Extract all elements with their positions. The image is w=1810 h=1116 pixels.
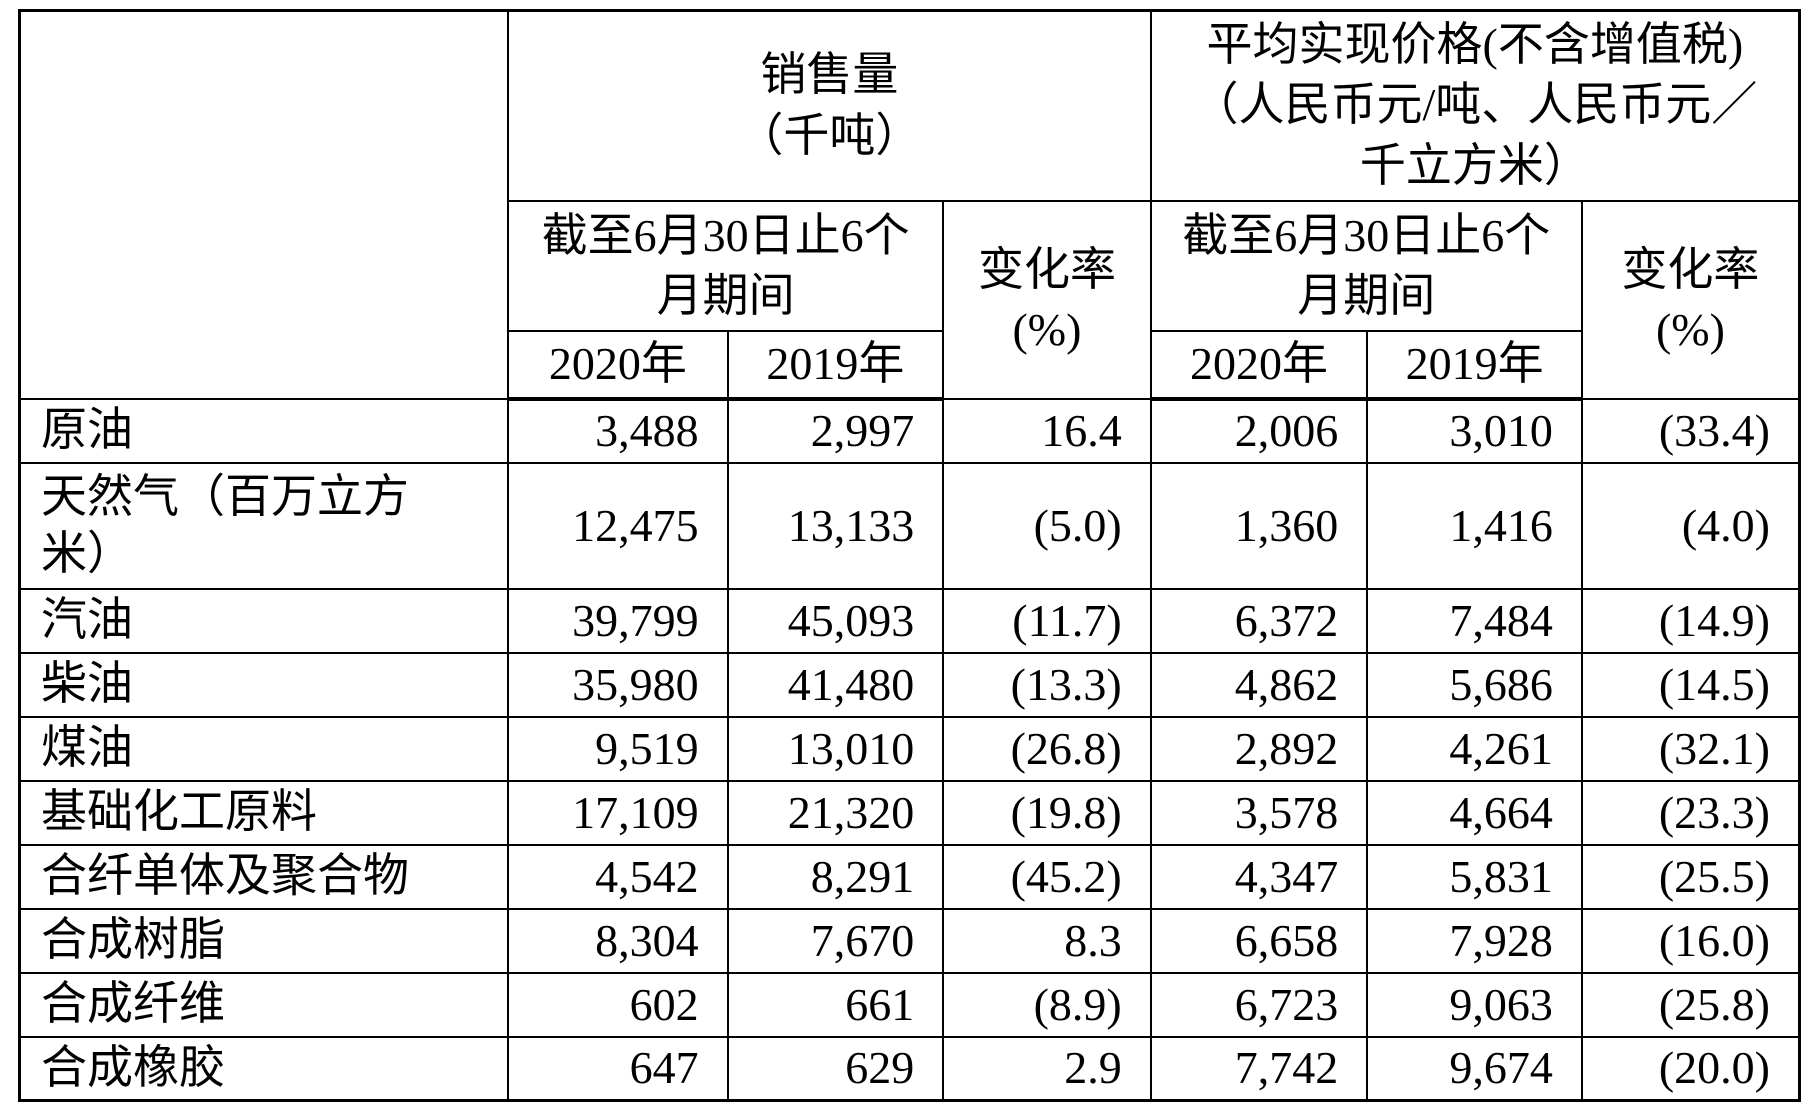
sales-volume-2019: 21,320	[726, 779, 945, 846]
table-row-synthetic-rubber: 合成橡胶 647 629 2.9 7,742 9,674 (20.0)	[18, 1035, 1801, 1102]
sales-change-rate: 16.4	[942, 397, 1152, 464]
price-change-rate: (16.0)	[1580, 907, 1801, 974]
sales-year-2019-header: 2019年	[726, 329, 945, 401]
avg-price-2020: 6,372	[1149, 587, 1369, 654]
avg-price-2020: 7,742	[1149, 1035, 1369, 1102]
sales-change-rate: 2.9	[942, 1035, 1152, 1102]
price-change-rate: (14.5)	[1580, 651, 1801, 718]
product-label: 原油	[18, 397, 510, 464]
table-row-monomer-polymer: 合纤单体及聚合物 4,542 8,291 (45.2) 4,347 5,831 …	[18, 843, 1801, 910]
avg-price-2019: 1,416	[1366, 461, 1583, 590]
sales-change-rate: (5.0)	[942, 461, 1152, 590]
product-label: 汽油	[18, 587, 510, 654]
product-label: 基础化工原料	[18, 779, 510, 846]
avg-price-group-header: 平均实现价格(不含增值税) （人民币元/吨、人民币元／ 千立方米）	[1149, 9, 1801, 202]
price-year-2019-header: 2019年	[1366, 329, 1583, 401]
sales-volume-2020: 17,109	[507, 779, 729, 846]
sales-change-rate: (8.9)	[942, 971, 1152, 1038]
sales-volume-2020: 602	[507, 971, 729, 1038]
product-label: 天然气（百万立方 米）	[18, 461, 510, 590]
product-label: 合成橡胶	[18, 1035, 510, 1102]
price-change-rate: (32.1)	[1580, 715, 1801, 782]
sales-volume-2019: 8,291	[726, 843, 945, 910]
price-change-rate: (20.0)	[1580, 1035, 1801, 1102]
sales-change-rate: 8.3	[942, 907, 1152, 974]
sales-change-rate: (11.7)	[942, 587, 1152, 654]
table-row-kerosene: 煤油 9,519 13,010 (26.8) 2,892 4,261 (32.1…	[18, 715, 1801, 782]
sales-change-rate: (45.2)	[942, 843, 1152, 910]
avg-price-2020: 3,578	[1149, 779, 1369, 846]
sales-volume-2019: 629	[726, 1035, 945, 1102]
sales-volume-2020: 8,304	[507, 907, 729, 974]
avg-price-2019: 9,674	[1366, 1035, 1583, 1102]
sales-volume-2019: 2,997	[726, 397, 945, 464]
sales-volume-2020: 9,519	[507, 715, 729, 782]
sales-volume-2019: 45,093	[726, 587, 945, 654]
price-change-rate: (25.5)	[1580, 843, 1801, 910]
avg-price-2020: 1,360	[1149, 461, 1369, 590]
price-change-rate: (4.0)	[1580, 461, 1801, 590]
sales-change-rate-header: 变化率 (%)	[942, 199, 1152, 400]
avg-price-2019: 4,261	[1366, 715, 1583, 782]
product-label: 煤油	[18, 715, 510, 782]
table-row-basic-chemical-feedstock: 基础化工原料 17,109 21,320 (19.8) 3,578 4,664 …	[18, 779, 1801, 846]
sales-and-price-table: 销售量 （千吨） 平均实现价格(不含增值税) （人民币元/吨、人民币元／ 千立方…	[18, 9, 1801, 1102]
sales-volume-2020: 35,980	[507, 651, 729, 718]
period-header-row: 截至6月30日止6个 月期间 变化率 (%) 截至6月30日止6个 月期间 变化…	[20, 199, 1801, 400]
price-change-rate: (25.8)	[1580, 971, 1801, 1038]
product-label: 柴油	[18, 651, 510, 718]
sales-period-header: 截至6月30日止6个 月期间	[507, 199, 945, 332]
product-label: 合成树脂	[18, 907, 510, 974]
sales-volume-2020: 647	[507, 1035, 729, 1102]
year-header-row: 2020年 2019年 2020年 2019年	[20, 329, 1800, 401]
sales-volume-2019: 661	[726, 971, 945, 1038]
avg-price-2019: 5,686	[1366, 651, 1583, 718]
sales-volume-2020: 4,542	[507, 843, 729, 910]
avg-price-2019: 4,664	[1366, 779, 1583, 846]
sales-volume-2020: 39,799	[507, 587, 729, 654]
price-period-header: 截至6月30日止6个 月期间	[1149, 199, 1583, 332]
price-change-rate: (33.4)	[1580, 397, 1801, 464]
sales-change-rate: (19.8)	[942, 779, 1152, 846]
product-label: 合成纤维	[18, 971, 510, 1038]
corner-cell	[18, 9, 510, 400]
table-row-natural-gas: 天然气（百万立方 米） 12,475 13,133 (5.0) 1,360 1,…	[18, 461, 1801, 590]
avg-price-2019: 3,010	[1366, 397, 1583, 464]
price-year-2020-header: 2020年	[1149, 329, 1369, 401]
avg-price-2020: 4,347	[1149, 843, 1369, 910]
price-change-rate-header: 变化率 (%)	[1580, 199, 1801, 400]
sales-change-rate: (26.8)	[942, 715, 1152, 782]
table-row-diesel: 柴油 35,980 41,480 (13.3) 4,862 5,686 (14.…	[18, 651, 1801, 718]
price-change-rate: (14.9)	[1580, 587, 1801, 654]
table-row-gasoline: 汽油 39,799 45,093 (11.7) 6,372 7,484 (14.…	[18, 587, 1801, 654]
group-header-row: 销售量 （千吨） 平均实现价格(不含增值税) （人民币元/吨、人民币元／ 千立方…	[18, 9, 1801, 400]
table-row-synthetic-resin: 合成树脂 8,304 7,670 8.3 6,658 7,928 (16.0)	[18, 907, 1801, 974]
avg-price-2020: 2,892	[1149, 715, 1369, 782]
sales-year-2020-header: 2020年	[507, 329, 729, 401]
avg-price-2019: 9,063	[1366, 971, 1583, 1038]
sales-volume-2020: 3,488	[507, 397, 729, 464]
avg-price-2020: 6,658	[1149, 907, 1369, 974]
avg-price-2020: 2,006	[1149, 397, 1369, 464]
table-row-synthetic-fibre: 合成纤维 602 661 (8.9) 6,723 9,063 (25.8)	[18, 971, 1801, 1038]
sales-volume-group-header: 销售量 （千吨）	[507, 9, 1152, 202]
sales-volume-2019: 7,670	[726, 907, 945, 974]
price-change-rate: (23.3)	[1580, 779, 1801, 846]
sales-volume-2019: 13,010	[726, 715, 945, 782]
sales-volume-2020: 12,475	[507, 461, 729, 590]
sales-change-rate: (13.3)	[942, 651, 1152, 718]
avg-price-2019: 5,831	[1366, 843, 1583, 910]
sales-volume-2019: 13,133	[726, 461, 945, 590]
table-row-crude-oil: 原油 3,488 2,997 16.4 2,006 3,010 (33.4)	[18, 397, 1801, 464]
avg-price-2020: 4,862	[1149, 651, 1369, 718]
avg-price-2020: 6,723	[1149, 971, 1369, 1038]
avg-price-2019: 7,484	[1366, 587, 1583, 654]
product-label: 合纤单体及聚合物	[18, 843, 510, 910]
sales-volume-2019: 41,480	[726, 651, 945, 718]
avg-price-2019: 7,928	[1366, 907, 1583, 974]
